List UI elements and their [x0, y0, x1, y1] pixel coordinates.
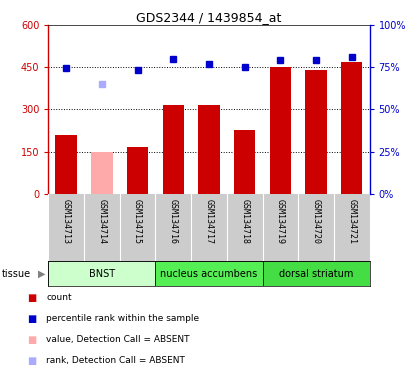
- Text: GSM134717: GSM134717: [205, 199, 213, 244]
- Text: rank, Detection Call = ABSENT: rank, Detection Call = ABSENT: [46, 356, 185, 366]
- Bar: [163, 105, 184, 194]
- Bar: [198, 105, 220, 194]
- Text: percentile rank within the sample: percentile rank within the sample: [46, 314, 200, 323]
- Text: GSM134718: GSM134718: [240, 199, 249, 244]
- Text: GSM134713: GSM134713: [62, 199, 71, 244]
- Title: GDS2344 / 1439854_at: GDS2344 / 1439854_at: [136, 11, 282, 24]
- Bar: [305, 70, 327, 194]
- Text: count: count: [46, 293, 72, 302]
- Bar: [91, 152, 113, 194]
- Text: GSM134715: GSM134715: [133, 199, 142, 244]
- Bar: [341, 61, 362, 194]
- Bar: [270, 67, 291, 194]
- Text: dorsal striatum: dorsal striatum: [279, 268, 353, 279]
- Text: ▶: ▶: [38, 268, 45, 279]
- Text: GSM134719: GSM134719: [276, 199, 285, 244]
- Text: tissue: tissue: [2, 268, 31, 279]
- Bar: [127, 147, 148, 194]
- Text: BNST: BNST: [89, 268, 115, 279]
- Bar: [262, 261, 370, 286]
- Text: GSM134720: GSM134720: [312, 199, 320, 244]
- Text: ■: ■: [27, 314, 37, 324]
- Text: GSM134721: GSM134721: [347, 199, 356, 244]
- Text: GSM134716: GSM134716: [169, 199, 178, 244]
- Text: nucleus accumbens: nucleus accumbens: [160, 268, 257, 279]
- Bar: [234, 130, 255, 194]
- Text: GSM134714: GSM134714: [97, 199, 106, 244]
- Text: ■: ■: [27, 356, 37, 366]
- Text: ■: ■: [27, 335, 37, 345]
- Bar: [55, 135, 77, 194]
- Text: value, Detection Call = ABSENT: value, Detection Call = ABSENT: [46, 335, 190, 344]
- Bar: [155, 261, 262, 286]
- Text: ■: ■: [27, 293, 37, 303]
- Bar: [48, 261, 155, 286]
